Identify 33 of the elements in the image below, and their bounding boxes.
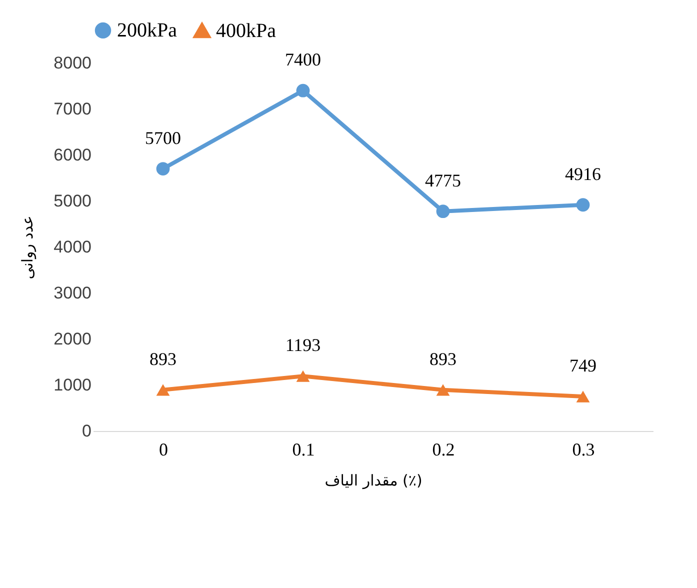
y-tick-label: 6000 (54, 146, 92, 164)
legend-label: 400kPa (216, 20, 276, 42)
y-tick-label: 1000 (54, 376, 92, 394)
data-label: 749 (570, 356, 596, 376)
point (156, 162, 170, 176)
y-axis-title: عدد روانی (18, 216, 37, 280)
y-tick-label: 3000 (54, 284, 92, 302)
x-axis-title: مقدار الیاف (٪) (324, 472, 422, 490)
y-tick-label: 0 (82, 422, 92, 440)
data-label: 893 (150, 348, 176, 369)
y-tick-label: 5000 (54, 192, 92, 210)
x-tick-label: 0.2 (432, 440, 455, 460)
data-label: 4916 (565, 164, 601, 184)
y-tick-label: 4000 (54, 238, 92, 256)
data-label: 1193 (285, 335, 321, 356)
legend-label: 200kPa (117, 19, 178, 42)
point (436, 384, 450, 396)
y-tick-label: 7000 (54, 100, 92, 118)
data-label: 4775 (425, 170, 461, 190)
data-label: 5700 (145, 128, 181, 148)
data-label: 7400 (285, 50, 321, 70)
point (436, 204, 450, 218)
y-tick-label: 8000 (54, 54, 92, 72)
point (296, 84, 310, 98)
point (576, 390, 590, 402)
point (296, 370, 310, 382)
y-tick-label: 2000 (54, 330, 92, 348)
x-tick-label: 0.1 (292, 440, 315, 460)
x-tick-label: 0 (159, 440, 168, 460)
point (156, 384, 170, 396)
data-label: 893 (430, 348, 456, 369)
point (576, 198, 590, 212)
x-tick-label: 0.3 (572, 440, 595, 460)
